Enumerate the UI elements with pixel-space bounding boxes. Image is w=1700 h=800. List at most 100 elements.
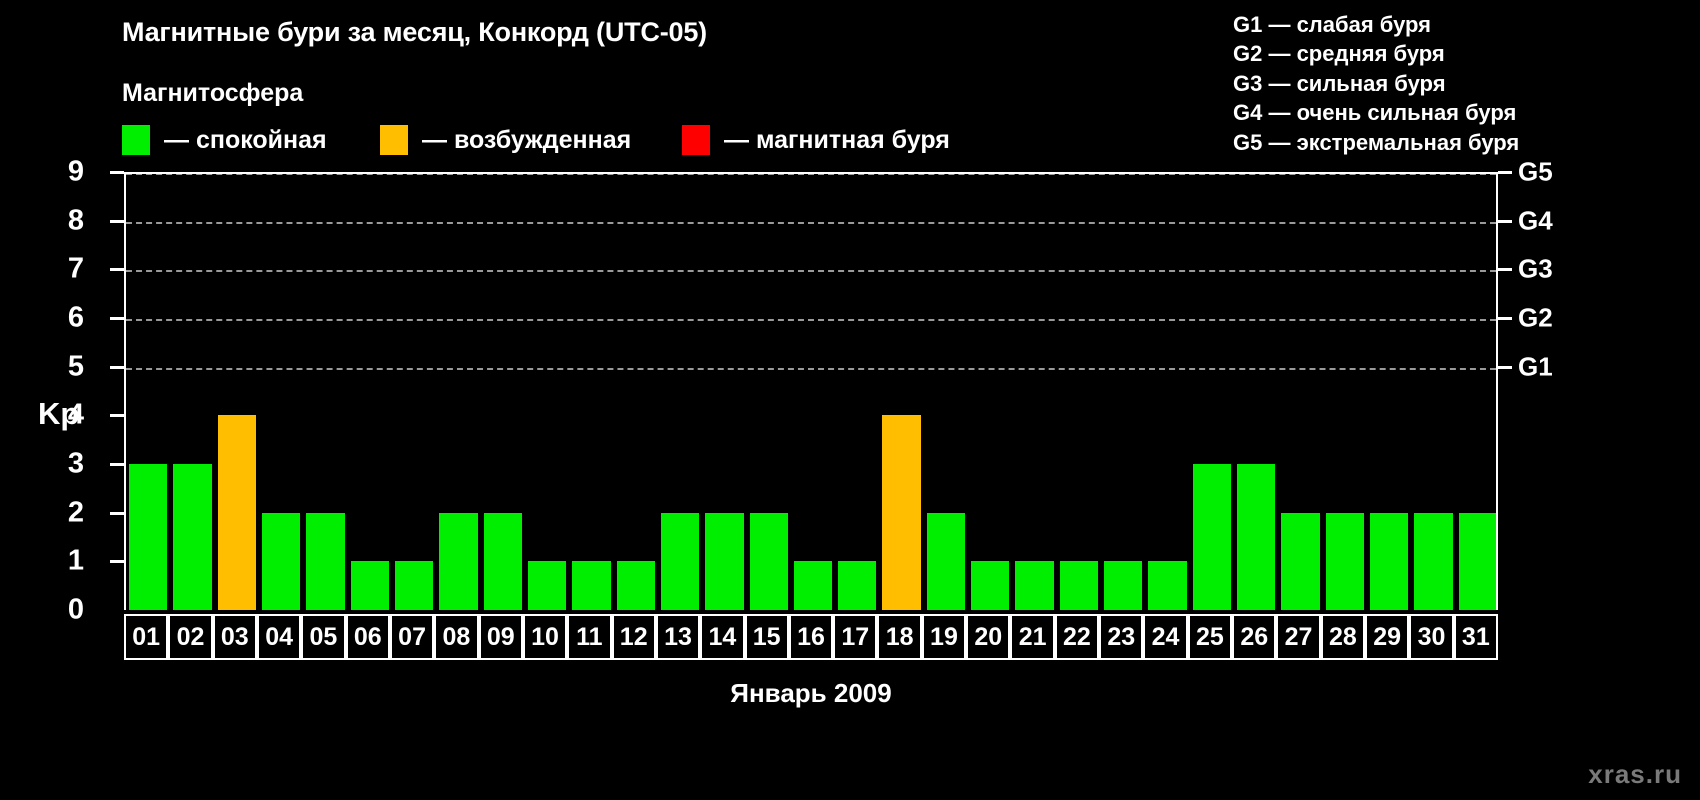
y-axis-tick-mark (110, 365, 124, 369)
bar (483, 512, 522, 610)
day-label: 29 (1365, 614, 1410, 660)
legend-entry-label: — спокойная (164, 125, 327, 154)
day-axis-labels: 01 02 03 04 05 06 07 08 09 10 11 12 13 14 15 16 17 18 19 20… (124, 614, 1498, 660)
g-legend-row: G1 — слабая буря (1233, 12, 1432, 37)
bar (1325, 512, 1365, 610)
day-label: 19 (921, 614, 967, 660)
bar (793, 561, 833, 610)
bar (660, 512, 700, 610)
bar (173, 464, 212, 610)
day-label: 08 (434, 614, 479, 660)
bar (1414, 512, 1453, 610)
legend-entry-label: — магнитная буря (724, 125, 950, 154)
y-axis-tick-mark (110, 268, 124, 272)
watermark: xras.ru (1588, 759, 1682, 789)
y-axis-tick-mark (110, 171, 124, 174)
day-label: 05 (301, 614, 346, 660)
bar (527, 561, 567, 610)
day-label: 03 (212, 614, 257, 660)
g-legend-row: G4 — очень сильная буря (1233, 100, 1517, 126)
bar (439, 512, 478, 610)
y-axis-tick-label: 5 (67, 350, 84, 383)
y-axis-tick-label: 7 (67, 252, 84, 285)
y-axis-tick-label: 2 (67, 496, 84, 529)
y-axis-tick-label: 6 (67, 301, 84, 334)
g-axis-tick-mark (1498, 219, 1512, 223)
bar (1192, 464, 1232, 610)
day-label: 15 (744, 614, 789, 660)
day-label: 25 (1187, 614, 1233, 660)
day-label: 04 (256, 614, 302, 660)
g-legend-row: G3 — сильная буря (1233, 70, 1446, 96)
bar (217, 415, 256, 610)
g-axis-tick-mark (1498, 317, 1512, 320)
bar (350, 561, 389, 610)
day-label: 10 (522, 614, 568, 660)
day-label: 23 (1099, 614, 1144, 660)
gridline (126, 221, 1496, 224)
y-axis-tick-mark (110, 511, 124, 515)
g-axis-tick-label: G3 (1518, 253, 1553, 284)
legend-entry: — спокойная (122, 122, 327, 158)
g-legend-row: G5 — экстремальная буря (1233, 129, 1520, 155)
y-axis-tick-mark (110, 317, 124, 320)
y-axis-tick-mark (110, 219, 124, 223)
day-label: 21 (1010, 614, 1055, 660)
g-axis-tick-label: G5 (1518, 156, 1553, 187)
g-axis-tick-label: G1 (1518, 351, 1553, 382)
day-label: 24 (1143, 614, 1188, 660)
day-label: 09 (478, 614, 523, 660)
day-label: 11 (567, 614, 612, 660)
page-title: Магнитные бури за месяц, Конкорд (UTC-05… (122, 17, 707, 47)
orange-square-icon (380, 125, 408, 155)
g-axis-tick-label: G2 (1518, 302, 1553, 333)
green-square-icon (122, 125, 150, 155)
y-axis-tick-label: 8 (67, 204, 84, 237)
bar (971, 561, 1010, 610)
day-label: 26 (1232, 614, 1277, 660)
bar (306, 512, 345, 610)
day-label: 20 (966, 614, 1011, 660)
day-label: 07 (389, 614, 435, 660)
bar (261, 512, 301, 610)
gridline (126, 319, 1496, 321)
day-label: 31 (1453, 614, 1498, 660)
day-label: 17 (833, 614, 878, 660)
bar (1458, 512, 1496, 610)
y-axis-tick-label: 1 (67, 544, 84, 577)
y-axis-tick-label: 4 (67, 398, 84, 431)
day-label: 12 (611, 614, 656, 660)
bar (129, 464, 168, 610)
gridline (126, 174, 1496, 175)
day-label: 14 (700, 614, 745, 660)
bar (1370, 512, 1409, 610)
gridline (126, 367, 1496, 370)
bar (705, 512, 744, 610)
bar (1237, 464, 1276, 610)
day-label: 16 (788, 614, 834, 660)
bar (838, 561, 877, 610)
bar (1148, 561, 1187, 610)
x-axis-label: Январь 2009 (730, 678, 892, 708)
y-axis-tick-label: 9 (67, 155, 84, 188)
bar (1281, 512, 1320, 610)
gridline (126, 270, 1496, 273)
g-axis-tick-label: G4 (1518, 205, 1553, 236)
day-label: 30 (1409, 614, 1454, 660)
g-axis-tick-mark (1498, 365, 1512, 369)
day-label: 01 (124, 614, 169, 660)
y-axis-tick-label: 3 (67, 447, 84, 480)
g-scale-legend: G1 — слабая буря G2 — средняя буря G3 — си… (1233, 10, 1693, 157)
y-axis-tick-mark (110, 560, 124, 564)
day-label: 28 (1320, 614, 1366, 660)
day-label: 02 (168, 614, 213, 660)
magnetosphere-heading: Магнитосфера (122, 79, 304, 107)
bar (1015, 561, 1054, 610)
day-label: 27 (1276, 614, 1321, 660)
red-square-icon (682, 125, 710, 155)
bar (1059, 561, 1099, 610)
bar (616, 561, 655, 610)
day-label: 13 (655, 614, 701, 660)
g-legend-row: G2 — средняя буря (1233, 41, 1445, 67)
